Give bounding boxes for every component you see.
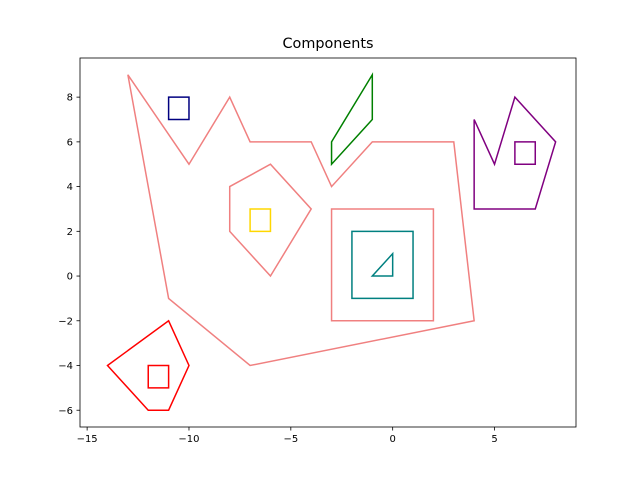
y-tick-label-3: 0 <box>67 272 73 283</box>
series-line-2 <box>330 208 435 322</box>
y-tick-label-6: 6 <box>67 137 73 148</box>
y-tick-label-5: 4 <box>67 182 73 193</box>
series-line-11 <box>147 364 170 389</box>
y-tick-label-1: −4 <box>58 361 73 372</box>
series-line-8 <box>351 230 414 300</box>
x-tick-label-2: −5 <box>283 434 298 445</box>
series-line-5 <box>473 95 557 210</box>
series-line-4 <box>330 72 374 167</box>
x-tick-label-1: −10 <box>178 434 199 445</box>
plot-frame <box>79 57 577 428</box>
series-layer <box>106 72 557 411</box>
series-line-3 <box>167 96 190 121</box>
y-tick-label-7: 8 <box>67 93 73 104</box>
series-line-6 <box>514 141 537 165</box>
y-tick-label-4: 2 <box>67 227 73 238</box>
x-tick-label-3: 0 <box>389 434 395 445</box>
series-line-7 <box>249 208 272 233</box>
series-line-1 <box>228 163 313 278</box>
series-line-0 <box>127 74 475 367</box>
y-tick-label-0: −6 <box>58 406 73 417</box>
series-line-9 <box>370 251 394 277</box>
chart-title: Components <box>282 36 373 52</box>
x-tick-label-0: −15 <box>77 434 98 445</box>
y-tick-label-2: −2 <box>58 316 73 327</box>
axes-layer: −15 −10 −5 0 5 −6 −4 −2 0 2 4 6 8 <box>58 93 497 445</box>
x-tick-label-4: 5 <box>491 434 497 445</box>
series-line-10 <box>106 319 190 411</box>
